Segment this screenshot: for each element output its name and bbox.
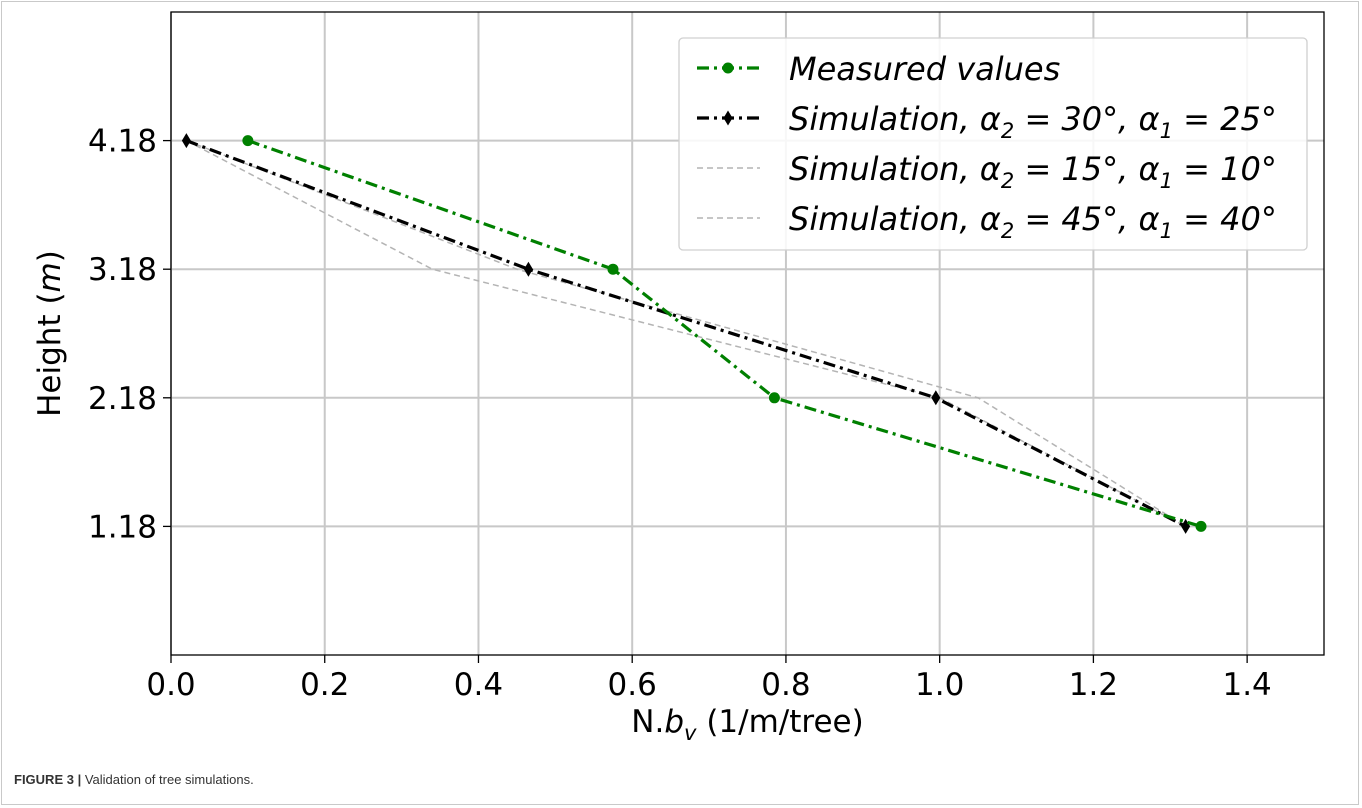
x-tick-label-3: 0.6 xyxy=(608,667,657,703)
series-1-point-0 xyxy=(181,133,191,149)
y-tick-label-1: 2.18 xyxy=(88,381,157,417)
x-axis-title-rest: (1/m/tree) xyxy=(696,704,863,740)
x-tick-label-7: 1.4 xyxy=(1222,667,1271,703)
legend-entry-1: Simulation, α2 = 30°, α1 = 25° xyxy=(697,100,1277,143)
legend-label-3: Simulation, α2 = 45°, α1 = 40° xyxy=(789,200,1277,243)
x-axis-title-symbol: b xyxy=(664,704,684,740)
legend-label-0: Measured values xyxy=(789,50,1060,88)
y-tick-label-2: 3.18 xyxy=(88,252,157,288)
series-0-point-1 xyxy=(607,263,619,275)
legend-marker-1 xyxy=(723,110,733,126)
caption-label: FIGURE 3 | xyxy=(14,772,82,787)
axis-ticks: 0.0 0.2 0.4 0.6 0.8 1.0 1.2 1.4 1.18 2.18 3.18 4.18 xyxy=(88,124,1272,703)
y-axis-title-main: Height ( xyxy=(32,292,68,416)
x-tick-label-5: 1.0 xyxy=(915,667,964,703)
x-tick-label-6: 1.2 xyxy=(1069,667,1118,703)
y-tick-label-3: 4.18 xyxy=(88,124,157,160)
series-0-point-3 xyxy=(1195,520,1207,532)
y-axis-title-unit: m xyxy=(32,262,68,292)
y-tick-label-0: 1.18 xyxy=(88,509,157,545)
x-tick-label-4: 0.8 xyxy=(761,667,810,703)
series-1-point-2 xyxy=(931,390,941,406)
series-1-point-1 xyxy=(523,261,533,277)
plot-area xyxy=(170,11,1325,656)
legend-label-1: Simulation, α2 = 30°, α1 = 25° xyxy=(789,100,1277,143)
series-line-0 xyxy=(247,139,1202,528)
legend-entry-0: Measured values xyxy=(697,50,1060,88)
series-line-1 xyxy=(185,139,1187,528)
x-tick-label-1: 0.2 xyxy=(300,667,349,703)
legend-box xyxy=(678,37,1308,251)
x-axis-title-subscript: v xyxy=(684,721,697,745)
y-axis-title: Height (m) xyxy=(32,250,68,417)
caption-text: Validation of tree simulations. xyxy=(84,772,254,787)
x-axis-title: N.bv (1/m/tree) xyxy=(631,704,863,745)
legend-label-2: Simulation, α2 = 15°, α1 = 10° xyxy=(789,150,1277,193)
x-tick-label-0: 0.0 xyxy=(146,667,195,703)
series-1 xyxy=(181,133,1191,534)
series-0-point-2 xyxy=(768,392,780,404)
series-line-2 xyxy=(186,139,1186,528)
series-0-point-0 xyxy=(242,135,254,147)
legend-entry-3: Simulation, α2 = 45°, α1 = 40° xyxy=(697,200,1277,243)
series-layer xyxy=(181,133,1207,534)
y-axis-title-close: ) xyxy=(32,250,68,262)
x-axis-title-prefix: N. xyxy=(631,704,664,740)
series-2 xyxy=(186,139,1186,528)
legend-marker-0 xyxy=(722,62,734,74)
x-tick-label-2: 0.4 xyxy=(454,667,503,703)
series-0 xyxy=(242,135,1207,532)
legend-entry-2: Simulation, α2 = 15°, α1 = 10° xyxy=(697,150,1277,193)
legend-entries: Measured values Simulation, α2 = 30°, α1 … xyxy=(697,50,1277,243)
legend: Measured values Simulation, α2 = 30°, α1 … xyxy=(678,37,1308,251)
figure-caption: FIGURE 3 | Validation of tree simulation… xyxy=(14,772,254,787)
